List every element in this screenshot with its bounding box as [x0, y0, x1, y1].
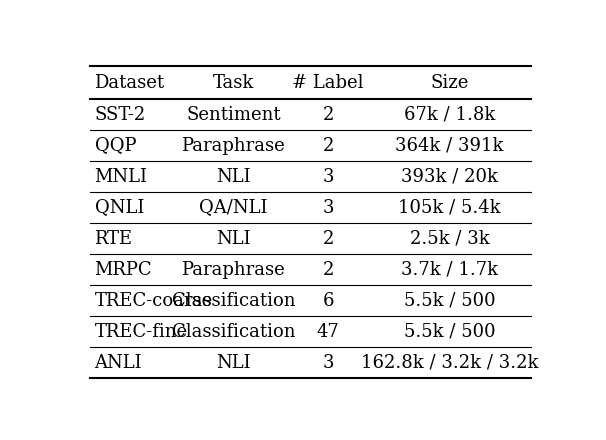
Text: 2: 2 [322, 230, 334, 248]
Text: ANLI: ANLI [95, 354, 142, 371]
Text: 6: 6 [322, 292, 334, 310]
Text: 2: 2 [322, 136, 334, 154]
Text: 2: 2 [322, 260, 334, 279]
Text: 67k / 1.8k: 67k / 1.8k [404, 106, 495, 124]
Text: MRPC: MRPC [95, 260, 152, 279]
Text: Size: Size [430, 74, 469, 92]
Text: 3: 3 [322, 354, 334, 371]
Text: Paraphrase: Paraphrase [181, 136, 285, 154]
Text: 105k / 5.4k: 105k / 5.4k [398, 198, 501, 216]
Text: 47: 47 [317, 323, 339, 341]
Text: TREC-fine: TREC-fine [95, 323, 188, 341]
Text: Paraphrase: Paraphrase [181, 260, 285, 279]
Text: 3: 3 [322, 168, 334, 186]
Text: 393k / 20k: 393k / 20k [401, 168, 498, 186]
Text: 2.5k / 3k: 2.5k / 3k [410, 230, 490, 248]
Text: Task: Task [213, 74, 254, 92]
Text: QNLI: QNLI [95, 198, 144, 216]
Text: 3: 3 [322, 198, 334, 216]
Text: Classification: Classification [171, 323, 295, 341]
Text: 5.5k / 500: 5.5k / 500 [404, 292, 496, 310]
Text: SST-2: SST-2 [95, 106, 146, 124]
Text: MNLI: MNLI [95, 168, 147, 186]
Text: RTE: RTE [95, 230, 133, 248]
Text: QA/NLI: QA/NLI [199, 198, 268, 216]
Text: # Label: # Label [293, 74, 364, 92]
Text: Dataset: Dataset [95, 74, 165, 92]
Text: TREC-coarse: TREC-coarse [95, 292, 213, 310]
Text: Classification: Classification [171, 292, 295, 310]
Text: NLI: NLI [216, 230, 251, 248]
Text: Sentiment: Sentiment [186, 106, 281, 124]
Text: 2: 2 [322, 106, 334, 124]
Text: NLI: NLI [216, 168, 251, 186]
Text: 162.8k / 3.2k / 3.2k: 162.8k / 3.2k / 3.2k [361, 354, 538, 371]
Text: 3.7k / 1.7k: 3.7k / 1.7k [401, 260, 498, 279]
Text: NLI: NLI [216, 354, 251, 371]
Text: QQP: QQP [95, 136, 136, 154]
Text: 364k / 391k: 364k / 391k [395, 136, 504, 154]
Text: 5.5k / 500: 5.5k / 500 [404, 323, 496, 341]
